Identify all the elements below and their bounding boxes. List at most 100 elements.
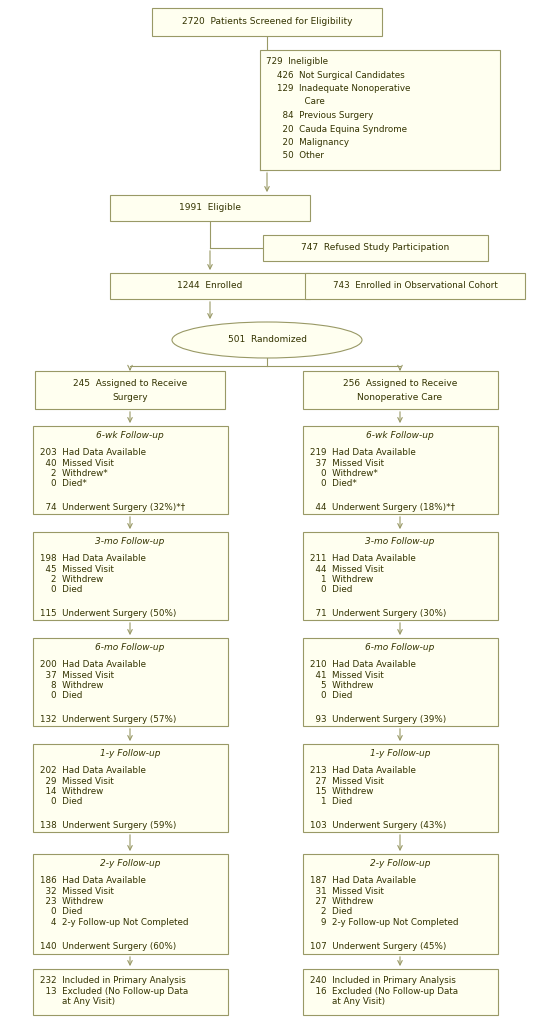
Text: 729  Ineligible: 729 Ineligible [266,57,328,66]
FancyBboxPatch shape [35,371,225,409]
Text: 31  Missed Visit: 31 Missed Visit [310,887,384,896]
Text: 202  Had Data Available: 202 Had Data Available [41,766,146,775]
FancyBboxPatch shape [33,638,227,726]
Text: 232  Included in Primary Analysis: 232 Included in Primary Analysis [41,976,186,985]
Text: 132  Underwent Surgery (57%): 132 Underwent Surgery (57%) [41,715,177,725]
Text: Surgery: Surgery [112,393,148,402]
Text: 44  Underwent Surgery (18%)*†: 44 Underwent Surgery (18%)*† [310,503,456,512]
FancyBboxPatch shape [302,532,498,620]
Text: 1991  Eligible: 1991 Eligible [179,204,241,212]
Text: 219  Had Data Available: 219 Had Data Available [310,448,416,457]
FancyBboxPatch shape [260,50,500,170]
Text: 84  Previous Surgery: 84 Previous Surgery [266,111,373,120]
Text: 115  Underwent Surgery (50%): 115 Underwent Surgery (50%) [41,610,177,618]
Text: 2720  Patients Screened for Eligibility: 2720 Patients Screened for Eligibility [182,17,352,27]
Text: 44  Missed Visit: 44 Missed Visit [310,565,384,574]
Text: 743  Enrolled in Observational Cohort: 743 Enrolled in Observational Cohort [333,282,497,290]
Text: 198  Had Data Available: 198 Had Data Available [41,554,146,563]
Text: 501  Randomized: 501 Randomized [227,335,307,344]
Text: 6-mo Follow-up: 6-mo Follow-up [365,643,435,652]
FancyBboxPatch shape [110,273,310,299]
Text: 14  Withdrew: 14 Withdrew [41,787,104,796]
Text: 747  Refused Study Participation: 747 Refused Study Participation [301,244,449,252]
Text: 187  Had Data Available: 187 Had Data Available [310,876,417,885]
Text: 1-y Follow-up: 1-y Follow-up [370,748,430,757]
Text: 2  Withdrew: 2 Withdrew [41,575,104,584]
FancyBboxPatch shape [152,8,382,36]
Text: 20  Cauda Equina Syndrome: 20 Cauda Equina Syndrome [266,124,407,133]
Text: 0  Died*: 0 Died* [310,480,357,489]
FancyBboxPatch shape [302,744,498,832]
Text: 129  Inadequate Nonoperative: 129 Inadequate Nonoperative [266,84,410,93]
Text: Care: Care [266,97,325,107]
Text: 40  Missed Visit: 40 Missed Visit [41,458,114,467]
Text: 0  Died: 0 Died [41,907,83,916]
Text: 0  Died*: 0 Died* [41,480,88,489]
FancyBboxPatch shape [33,969,227,1015]
Text: at Any Visit): at Any Visit) [41,997,116,1006]
FancyBboxPatch shape [110,195,310,221]
Text: 0  Died: 0 Died [41,692,83,700]
Text: 186  Had Data Available: 186 Had Data Available [41,876,146,885]
Text: 0  Withdrew*: 0 Withdrew* [310,469,379,478]
Text: 3-mo Follow-up: 3-mo Follow-up [95,536,164,545]
Text: 5  Withdrew: 5 Withdrew [310,681,374,690]
Text: 93  Underwent Surgery (39%): 93 Underwent Surgery (39%) [310,715,447,725]
Text: 210  Had Data Available: 210 Had Data Available [310,660,417,669]
FancyBboxPatch shape [33,426,227,514]
Text: 1  Withdrew: 1 Withdrew [310,575,374,584]
FancyBboxPatch shape [302,969,498,1015]
FancyBboxPatch shape [33,532,227,620]
Text: 6-mo Follow-up: 6-mo Follow-up [95,643,164,652]
Text: 6-wk Follow-up: 6-wk Follow-up [366,430,434,440]
Text: 23  Withdrew: 23 Withdrew [41,897,104,906]
Text: at Any Visit): at Any Visit) [310,997,386,1006]
Text: 2  Died: 2 Died [310,907,353,916]
Text: 245  Assigned to Receive: 245 Assigned to Receive [73,378,187,387]
Text: 2  Withdrew*: 2 Withdrew* [41,469,108,478]
Text: 200  Had Data Available: 200 Had Data Available [41,660,146,669]
Text: 37  Missed Visit: 37 Missed Visit [41,670,114,680]
Text: 4  2-y Follow-up Not Completed: 4 2-y Follow-up Not Completed [41,918,189,927]
Text: 1-y Follow-up: 1-y Follow-up [100,748,160,757]
Text: 0  Died: 0 Died [41,797,83,807]
Text: 20  Malignancy: 20 Malignancy [266,138,349,147]
Text: Nonoperative Care: Nonoperative Care [357,393,443,402]
Text: 103  Underwent Surgery (43%): 103 Underwent Surgery (43%) [310,821,447,830]
Text: 16  Excluded (No Follow-up Data: 16 Excluded (No Follow-up Data [310,986,459,995]
FancyBboxPatch shape [305,273,525,299]
FancyBboxPatch shape [302,371,498,409]
Text: 27  Withdrew: 27 Withdrew [310,897,374,906]
Text: 50  Other: 50 Other [266,152,324,161]
FancyBboxPatch shape [33,744,227,832]
Text: 1244  Enrolled: 1244 Enrolled [177,282,242,290]
Text: 32  Missed Visit: 32 Missed Visit [41,887,114,896]
Text: 107  Underwent Surgery (45%): 107 Underwent Surgery (45%) [310,942,447,951]
Text: 211  Had Data Available: 211 Had Data Available [310,554,416,563]
Text: 29  Missed Visit: 29 Missed Visit [41,777,114,785]
Text: 203  Had Data Available: 203 Had Data Available [41,448,146,457]
Text: 45  Missed Visit: 45 Missed Visit [41,565,114,574]
Text: 15  Withdrew: 15 Withdrew [310,787,374,796]
FancyBboxPatch shape [302,638,498,726]
Text: 37  Missed Visit: 37 Missed Visit [310,458,384,467]
Ellipse shape [172,322,362,358]
Text: 74  Underwent Surgery (32%)*†: 74 Underwent Surgery (32%)*† [41,503,186,512]
Text: 2-y Follow-up: 2-y Follow-up [100,859,160,867]
Text: 240  Included in Primary Analysis: 240 Included in Primary Analysis [310,976,457,985]
Text: 213  Had Data Available: 213 Had Data Available [310,766,417,775]
Text: 71  Underwent Surgery (30%): 71 Underwent Surgery (30%) [310,610,447,618]
Text: 9  2-y Follow-up Not Completed: 9 2-y Follow-up Not Completed [310,918,459,927]
Text: 0  Died: 0 Died [310,585,353,594]
Text: 27  Missed Visit: 27 Missed Visit [310,777,384,785]
Text: 41  Missed Visit: 41 Missed Visit [310,670,384,680]
Text: 140  Underwent Surgery (60%): 140 Underwent Surgery (60%) [41,942,177,951]
Text: 138  Underwent Surgery (59%): 138 Underwent Surgery (59%) [41,821,177,830]
Text: 3-mo Follow-up: 3-mo Follow-up [365,536,435,545]
Text: 2-y Follow-up: 2-y Follow-up [370,859,430,867]
Text: 13  Excluded (No Follow-up Data: 13 Excluded (No Follow-up Data [41,986,189,995]
Text: 0  Died: 0 Died [310,692,353,700]
Text: 0  Died: 0 Died [41,585,83,594]
FancyBboxPatch shape [302,854,498,954]
Text: 426  Not Surgical Candidates: 426 Not Surgical Candidates [266,71,405,80]
